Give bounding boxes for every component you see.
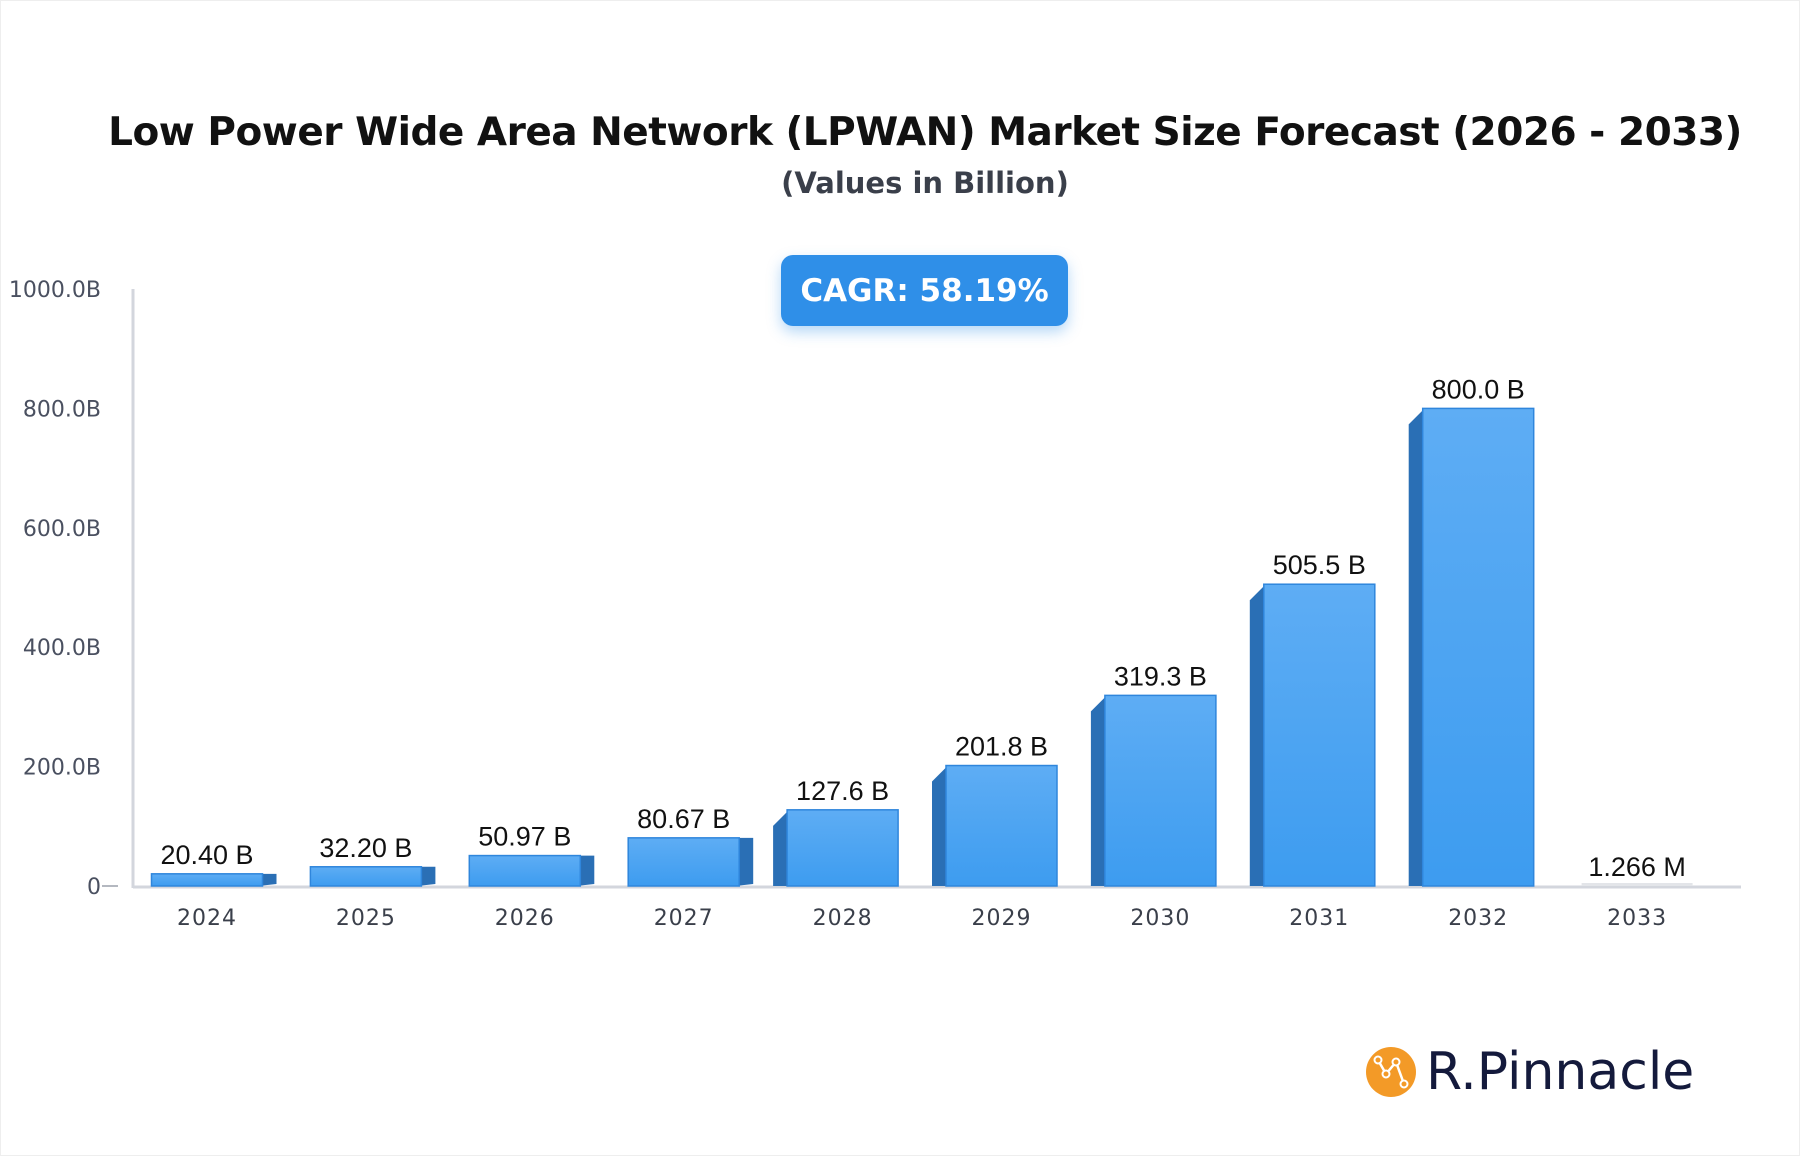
y-tick-label: 1000.0B	[9, 278, 101, 303]
bar-side	[1090, 695, 1107, 886]
brand-name: R.Pinnacle	[1426, 1042, 1695, 1102]
data-label: 505.5 B	[1273, 550, 1366, 580]
x-tick-label: 2029	[972, 906, 1032, 931]
logo-icon	[1366, 1047, 1416, 1097]
bar-2026	[468, 854, 582, 887]
chart-title: Low Power Wide Area Network (LPWAN) Mark…	[108, 110, 1742, 155]
bar-2025	[309, 866, 423, 887]
data-label: 50.97 B	[478, 822, 571, 852]
x-tick-label: 2027	[654, 906, 714, 931]
bar-2028	[786, 809, 899, 887]
y-tick-label: 800.0B	[23, 397, 101, 422]
chart-subtitle: (Values in Billion)	[781, 166, 1069, 200]
bar-2024	[150, 873, 264, 887]
data-label: 80.67 B	[637, 804, 730, 834]
bar-2030	[1104, 694, 1217, 887]
data-label: 32.20 B	[319, 833, 412, 863]
x-tick-label: 2031	[1289, 906, 1349, 931]
y-tick-label: 400.0B	[23, 636, 101, 661]
x-tick-label: 2033	[1607, 906, 1667, 931]
bar-side	[1408, 408, 1425, 886]
x-tick-label: 2030	[1130, 906, 1190, 931]
bar-2031	[1263, 583, 1376, 887]
x-tick-label: 2024	[177, 906, 237, 931]
bar-2032	[1421, 407, 1535, 887]
x-tick-label: 2028	[813, 906, 873, 931]
bar-2029	[945, 764, 1058, 887]
cagr-badge: CAGR: 58.19%	[781, 255, 1068, 326]
data-label: 800.0 B	[1432, 374, 1525, 404]
data-label: 127.6 B	[796, 776, 889, 806]
bar-side	[1249, 584, 1266, 886]
data-label: 20.40 B	[160, 840, 253, 870]
x-tick-label: 2032	[1448, 906, 1508, 931]
brand-logo: R.Pinnacle	[1366, 1042, 1694, 1102]
bar-2027	[627, 837, 740, 887]
data-label: 1.266 M	[1588, 852, 1686, 882]
bar-side	[773, 809, 790, 886]
y-tick-label: 600.0B	[23, 517, 101, 542]
y-tick-label: 0	[87, 875, 101, 900]
y-tick-label: 200.0B	[23, 756, 101, 781]
x-tick-label: 2025	[336, 906, 396, 931]
data-label: 319.3 B	[1114, 661, 1207, 691]
x-tick-label: 2026	[495, 906, 555, 931]
bar-2033	[1581, 883, 1693, 886]
data-label: 201.8 B	[955, 732, 1048, 762]
bar-side	[932, 765, 948, 886]
